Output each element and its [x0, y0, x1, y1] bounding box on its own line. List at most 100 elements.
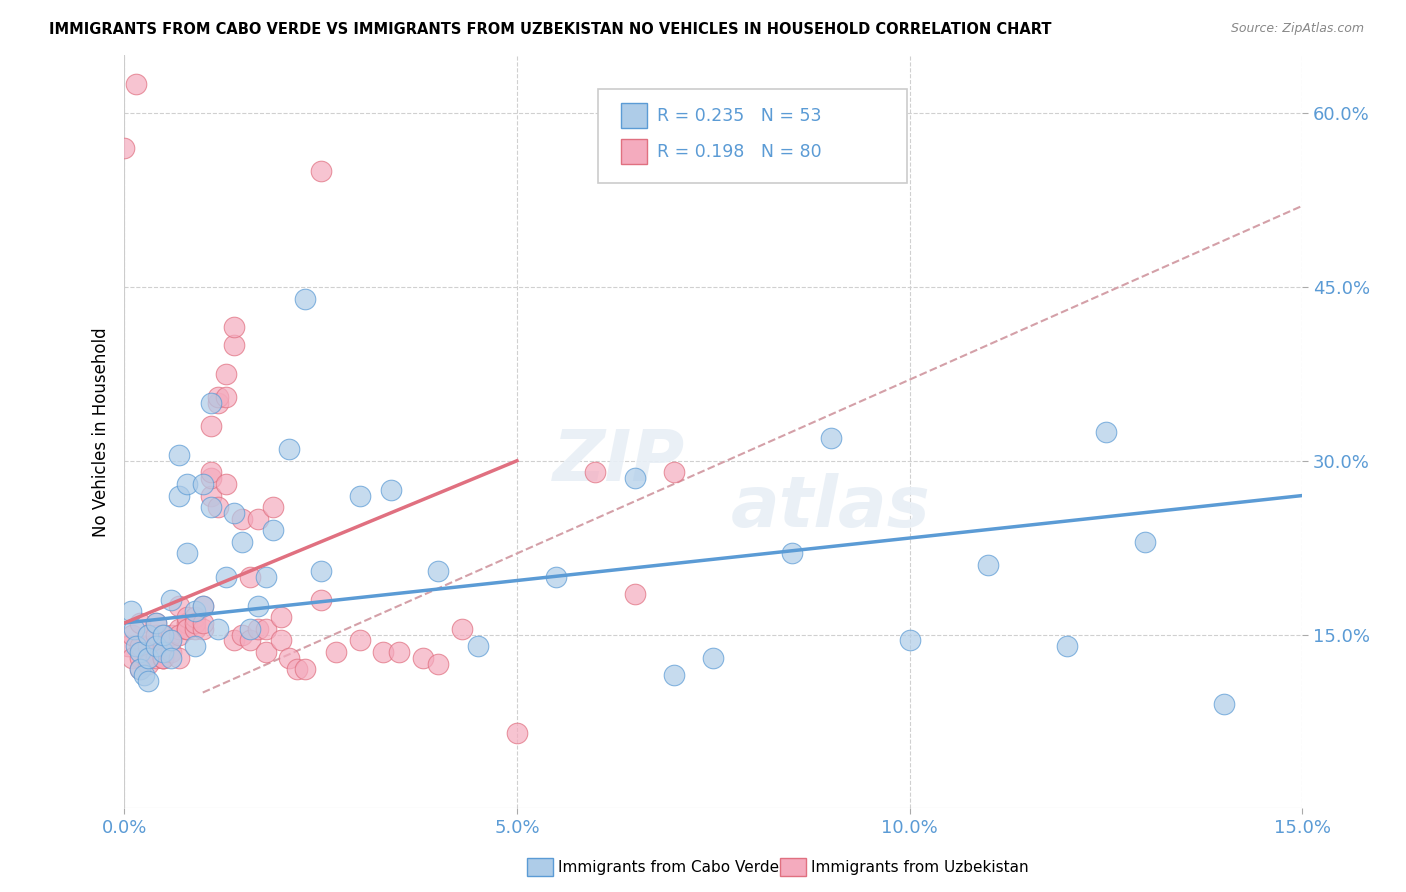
Point: [309, 164, 332, 178]
Point: [125, 639, 148, 653]
Point: [1212, 697, 1234, 711]
Point: [623, 587, 645, 601]
Point: [145, 639, 167, 653]
Point: [388, 645, 411, 659]
Point: [285, 662, 308, 676]
Point: [136, 627, 159, 641]
Point: [191, 615, 214, 630]
Point: [145, 615, 167, 630]
Point: [184, 615, 207, 630]
Point: [112, 141, 135, 155]
Point: [207, 396, 229, 410]
Point: [623, 471, 645, 485]
Point: [200, 466, 222, 480]
Point: [215, 569, 238, 583]
Point: [898, 633, 921, 648]
Point: [152, 650, 174, 665]
Point: [167, 599, 190, 613]
Point: [309, 592, 332, 607]
Point: [136, 639, 159, 653]
Point: [160, 627, 183, 641]
Point: [207, 622, 229, 636]
Text: R = 0.235   N = 53: R = 0.235 N = 53: [657, 107, 821, 125]
Point: [191, 599, 214, 613]
Point: [121, 627, 143, 641]
Point: [152, 627, 174, 641]
Point: [239, 633, 262, 648]
Point: [427, 657, 450, 671]
Point: [167, 650, 190, 665]
Point: [200, 489, 222, 503]
Point: [224, 320, 246, 334]
Point: [121, 650, 143, 665]
Point: [145, 615, 167, 630]
Point: [167, 622, 190, 636]
Point: [349, 489, 371, 503]
Point: [191, 477, 214, 491]
Point: [215, 367, 238, 381]
Point: [231, 512, 253, 526]
Point: [977, 558, 1000, 572]
Point: [207, 500, 229, 515]
Point: [200, 471, 222, 485]
Point: [702, 650, 724, 665]
Point: [136, 657, 159, 671]
Point: [122, 622, 145, 636]
Point: [129, 662, 152, 676]
Point: [254, 645, 277, 659]
Point: [129, 615, 152, 630]
Point: [167, 489, 190, 503]
Text: Source: ZipAtlas.com: Source: ZipAtlas.com: [1230, 22, 1364, 36]
Point: [136, 650, 159, 665]
Point: [145, 627, 167, 641]
Point: [224, 633, 246, 648]
Point: [412, 650, 434, 665]
Point: [278, 650, 301, 665]
Point: [152, 627, 174, 641]
Point: [129, 650, 152, 665]
Point: [176, 610, 198, 624]
Point: [585, 466, 607, 480]
Point: [262, 524, 284, 538]
Point: [254, 622, 277, 636]
Point: [184, 604, 207, 618]
Point: [546, 569, 568, 583]
Point: [152, 639, 174, 653]
Point: [231, 627, 253, 641]
Point: [191, 622, 214, 636]
Point: [136, 650, 159, 665]
Point: [184, 622, 207, 636]
Point: [200, 396, 222, 410]
Point: [129, 645, 152, 659]
Text: atlas: atlas: [731, 473, 931, 541]
Point: [215, 390, 238, 404]
Point: [117, 639, 139, 653]
Point: [215, 477, 238, 491]
Point: [224, 506, 246, 520]
Point: [662, 668, 685, 682]
Point: [506, 726, 529, 740]
Point: [160, 633, 183, 648]
Point: [380, 483, 402, 497]
Point: [152, 650, 174, 665]
Point: [254, 569, 277, 583]
Point: [325, 645, 347, 659]
Point: [349, 633, 371, 648]
Point: [184, 639, 207, 653]
Point: [662, 466, 685, 480]
Text: Immigrants from Uzbekistan: Immigrants from Uzbekistan: [811, 860, 1029, 874]
Point: [136, 650, 159, 665]
Point: [184, 610, 207, 624]
Point: [820, 431, 842, 445]
Point: [207, 390, 229, 404]
Point: [129, 662, 152, 676]
Point: [176, 546, 198, 560]
Point: [167, 627, 190, 641]
Point: [145, 650, 167, 665]
Point: [200, 419, 222, 434]
Point: [467, 639, 489, 653]
Point: [125, 77, 148, 91]
Text: ZIP: ZIP: [553, 427, 685, 497]
Point: [239, 622, 262, 636]
Point: [129, 639, 152, 653]
